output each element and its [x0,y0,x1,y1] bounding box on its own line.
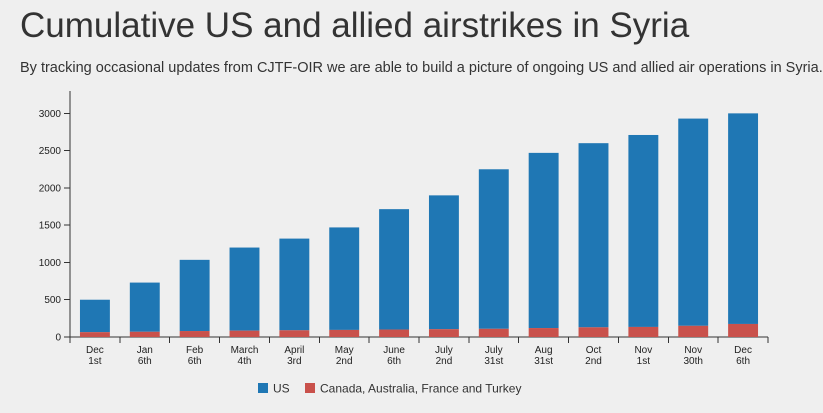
bar-allies [379,329,410,337]
bar-allies [129,331,160,337]
bar-us [179,259,210,332]
x-tick-label-line: Jan [137,345,153,356]
x-tick-label: May 2nd [335,345,354,367]
x-tick-label: Jan 6th [137,345,153,367]
x-tick-label: Oct 2nd [585,345,602,367]
x-tick-label-line: 1st [637,356,651,367]
bar-us [578,143,609,328]
x-tick-label: July 2nd [435,345,453,367]
x-tick-label: Dec 1st [86,345,104,367]
bar-allies [478,328,509,337]
x-tick-label: Dec 6th [734,345,752,367]
x-tick-label-line: July [485,345,503,356]
bar-allies [578,327,609,337]
x-tick-label-line: Feb [186,345,204,356]
x-tick-label: Nov 1st [634,345,652,367]
y-tick-label: 2000 [39,183,62,194]
legend-us-label: US [273,382,290,396]
y-tick-label: 500 [44,295,61,306]
x-tick-label-line: July [435,345,453,356]
bar-allies [728,323,759,337]
bar-us [628,134,659,327]
x-tick-label-line: 4th [238,356,252,367]
x-tick-label: April 3rd [284,345,304,367]
x-tick-label-line: April [284,345,304,356]
bar-us [428,195,459,330]
x-tick-label-line: Dec [734,345,752,356]
bar-allies [628,326,659,337]
bar-allies [229,330,260,337]
legend-allies-label: Canada, Australia, France and Turkey [320,382,521,396]
chart-title: Cumulative US and allied airstrikes in S… [20,6,690,45]
bar-allies [528,328,559,337]
chart-subtitle: By tracking occasional updates from CJTF… [20,60,823,76]
y-tick-label: 1000 [39,258,62,269]
legend-us-swatch [258,383,268,393]
x-tick-label-line: Aug [535,345,553,356]
bar-us [329,227,360,330]
x-tick-label-line: 30th [683,356,702,367]
bar-us [229,247,260,331]
bar-us [129,282,160,332]
x-tick-label-line: Oct [586,345,602,356]
bar-us [279,238,310,331]
bar-allies [329,329,360,337]
x-tick-label-line: 6th [138,356,152,367]
x-tick-label-line: 2nd [336,356,353,367]
y-tick-label: 0 [55,333,61,344]
bar-us [728,113,759,324]
x-tick-label-line: 2nd [436,356,453,367]
x-tick-label-line: Nov [634,345,652,356]
x-tick-label-line: 31st [534,356,553,367]
x-tick-label: March 4th [231,345,259,367]
x-tick-label: Aug 31st [534,345,553,367]
bar-allies [279,330,310,337]
bar-us [79,299,110,333]
x-tick-label-line: Dec [86,345,104,356]
x-tick-label-line: 31st [484,356,503,367]
x-tick-label-line: March [231,345,259,356]
x-tick-label-line: 2nd [585,356,602,367]
legend-allies-swatch [305,383,315,393]
x-tick-label-line: 6th [736,356,750,367]
bar-us [478,169,509,329]
x-tick-label-line: 6th [188,356,202,367]
x-tick-label: July 31st [484,345,503,367]
x-tick-label-line: Nov [684,345,702,356]
x-tick-label: Feb 6th [186,345,204,367]
y-tick-label: 2500 [39,146,62,157]
x-tick-label: June 6th [383,345,405,367]
bar-allies [428,329,459,337]
bar-us [678,118,709,326]
y-tick-label: 1500 [39,221,62,232]
x-tick-label-line: 1st [88,356,102,367]
x-tick-label-line: 3rd [287,356,301,367]
x-tick-label: Nov 30th [683,345,702,367]
bar-us [379,209,410,330]
x-tick-label-line: May [335,345,354,356]
bar-allies [79,332,110,337]
x-tick-label-line: 6th [387,356,401,367]
x-tick-label-line: June [383,345,405,356]
bar-allies [678,325,709,337]
y-tick-label: 3000 [39,109,62,120]
bar-us [528,152,559,329]
bar-allies [179,331,210,337]
